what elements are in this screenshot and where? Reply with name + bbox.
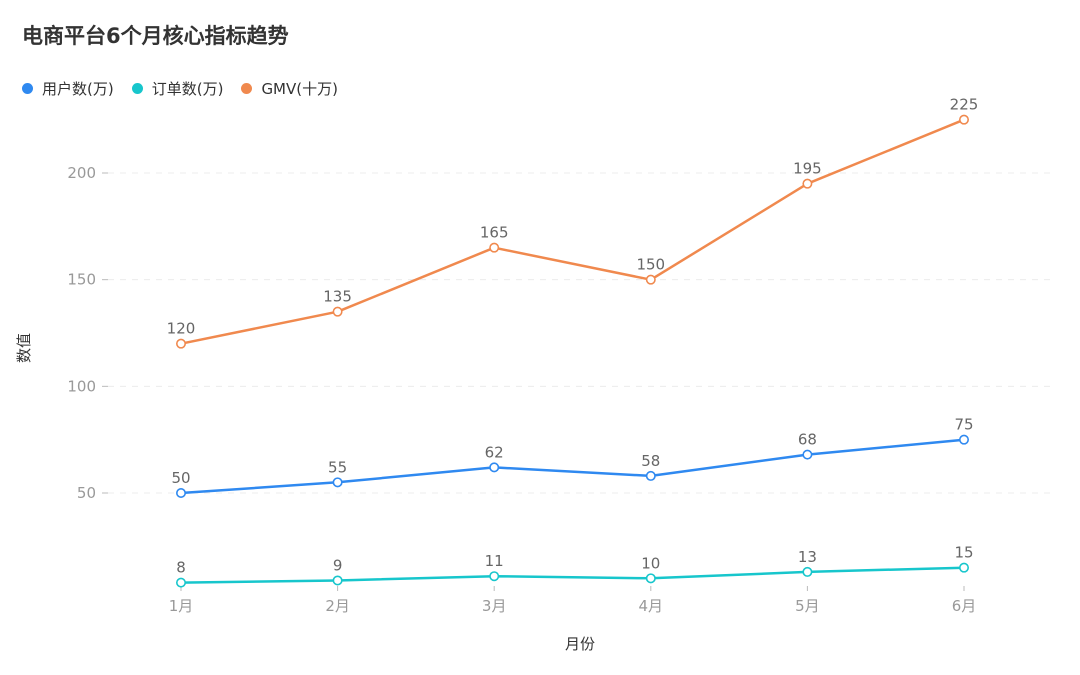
data-label-layer: 50 55 62 58 68 75 8 9 11 10 13 15 120 135 165 150 195 225: [167, 96, 979, 577]
data-label-gmv: 150: [636, 256, 665, 274]
data-point-users[interactable]: [645, 470, 656, 481]
data-point-users[interactable]: [489, 462, 500, 473]
data-label-users: 55: [328, 458, 347, 476]
data-label-gmv: 195: [793, 160, 822, 178]
x-axis-title: 月份: [565, 635, 595, 653]
data-label-gmv: 135: [323, 288, 352, 306]
data-label-orders: 9: [333, 556, 343, 574]
data-label-orders: 8: [176, 559, 186, 577]
data-label-orders: 11: [485, 552, 504, 570]
data-point-users[interactable]: [958, 434, 969, 445]
legend-label-gmv: GMV(十万): [261, 80, 338, 98]
y-axis-title: 数值: [15, 333, 33, 363]
series-layer: [176, 114, 969, 588]
data-point-users[interactable]: [332, 477, 343, 488]
x-tick-label: 5月: [795, 597, 820, 615]
data-label-orders: 13: [798, 548, 817, 566]
data-point-orders[interactable]: [489, 571, 500, 582]
data-point-gmv[interactable]: [489, 242, 500, 253]
legend-item-gmv[interactable]: GMV(十万): [241, 78, 338, 99]
data-label-orders: 15: [954, 544, 973, 562]
legend-label-orders: 订单数(万): [151, 80, 224, 98]
x-tick-label: 2月: [325, 597, 350, 615]
data-point-gmv[interactable]: [802, 178, 813, 189]
data-point-gmv[interactable]: [958, 114, 969, 125]
grid-layer: 50 100 150 200: [67, 164, 1055, 502]
series-line-gmv: [180, 118, 965, 345]
data-label-gmv: 225: [950, 96, 979, 114]
data-point-orders[interactable]: [802, 566, 813, 577]
x-axis: 1月 2月 3月 4月 5月 6月: [169, 586, 977, 615]
legend-marker-users: [22, 83, 33, 94]
data-point-gmv[interactable]: [332, 306, 343, 317]
x-tick-label: 1月: [169, 597, 194, 615]
legend-marker-gmv: [241, 83, 253, 94]
data-label-users: 58: [641, 452, 660, 470]
x-tick-label: 6月: [952, 597, 977, 615]
y-tick-label: 150: [67, 271, 96, 289]
data-point-orders[interactable]: [645, 573, 656, 584]
y-tick-label: 100: [67, 377, 96, 395]
chart-title: 电商平台6个月核心指标趋势: [22, 24, 289, 48]
data-point-gmv[interactable]: [645, 274, 656, 285]
data-label-users: 75: [954, 416, 973, 434]
data-point-orders[interactable]: [958, 562, 969, 573]
y-tick-label: 50: [77, 484, 96, 502]
x-tick-label: 3月: [482, 597, 507, 615]
data-label-users: 50: [171, 469, 190, 487]
y-tick-label: 200: [67, 164, 96, 182]
data-point-users[interactable]: [802, 449, 813, 460]
legend: 用户数(万) 订单数(万) GMV(十万): [22, 78, 356, 99]
series-line-users: [180, 438, 965, 495]
data-point-orders[interactable]: [332, 575, 343, 586]
data-label-orders: 10: [641, 554, 660, 572]
series-line-orders: [180, 566, 965, 584]
legend-label-users: 用户数(万): [42, 80, 114, 98]
data-point-orders[interactable]: [176, 577, 187, 588]
legend-item-orders[interactable]: 订单数(万): [131, 78, 224, 99]
data-label-users: 62: [485, 443, 504, 461]
data-label-users: 68: [798, 431, 817, 449]
legend-item-users[interactable]: 用户数(万): [22, 78, 114, 99]
data-point-users[interactable]: [176, 487, 187, 498]
x-tick-label: 4月: [639, 597, 664, 615]
data-label-gmv: 165: [480, 224, 509, 242]
data-label-gmv: 120: [167, 320, 196, 338]
legend-marker-orders: [131, 83, 143, 94]
data-point-gmv[interactable]: [176, 338, 187, 349]
